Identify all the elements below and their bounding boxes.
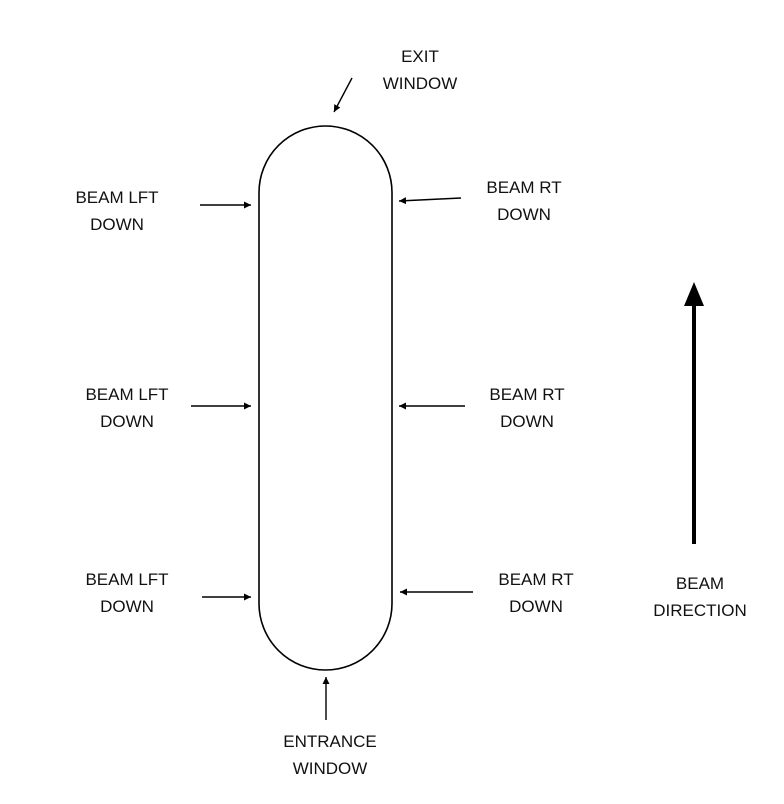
- beam-direction-label: BEAM DIRECTION: [640, 570, 760, 624]
- exit-window-line2: WINDOW: [382, 74, 458, 93]
- beam-right-mid-line2: DOWN: [500, 412, 554, 431]
- beam-left-top-line1: BEAM LFT: [75, 188, 159, 207]
- exit-window-line1: EXIT: [401, 47, 439, 66]
- tank-outline: [258, 125, 393, 671]
- beam-right-bottom-label: BEAM RT DOWN: [486, 566, 586, 620]
- exit-window-arrow: [333, 77, 353, 113]
- beam-left-mid-label: BEAM LFT DOWN: [72, 381, 182, 435]
- beam-right-bottom-line2: DOWN: [509, 597, 563, 616]
- beam-right-top-arrow: [398, 197, 462, 205]
- beam-left-bottom-line1: BEAM LFT: [85, 570, 169, 589]
- beam-left-mid-line2: DOWN: [100, 412, 154, 431]
- entrance-window-label: ENTRANCE WINDOW: [270, 728, 390, 782]
- beam-left-mid-line1: BEAM LFT: [85, 385, 169, 404]
- beam-right-bottom-line1: BEAM RT: [498, 570, 574, 589]
- beam-left-top-label: BEAM LFT DOWN: [62, 184, 172, 238]
- entrance-window-line2: WINDOW: [292, 759, 368, 778]
- beam-left-bottom-line2: DOWN: [100, 597, 154, 616]
- beam-left-bottom-label: BEAM LFT DOWN: [72, 566, 182, 620]
- beam-right-mid-line1: BEAM RT: [489, 385, 565, 404]
- beam-left-top-line2: DOWN: [90, 215, 144, 234]
- beam-direction-line2: DIRECTION: [653, 601, 747, 620]
- entrance-window-line1: ENTRANCE: [283, 732, 377, 751]
- beam-direction-arrow-head: [684, 282, 704, 306]
- beam-right-top-line2: DOWN: [497, 205, 551, 224]
- beam-right-top-label: BEAM RT DOWN: [474, 174, 574, 228]
- beam-direction-line1: BEAM: [675, 574, 725, 593]
- exit-window-label: EXIT WINDOW: [370, 43, 470, 97]
- beam-right-mid-label: BEAM RT DOWN: [477, 381, 577, 435]
- beam-right-top-line1: BEAM RT: [486, 178, 562, 197]
